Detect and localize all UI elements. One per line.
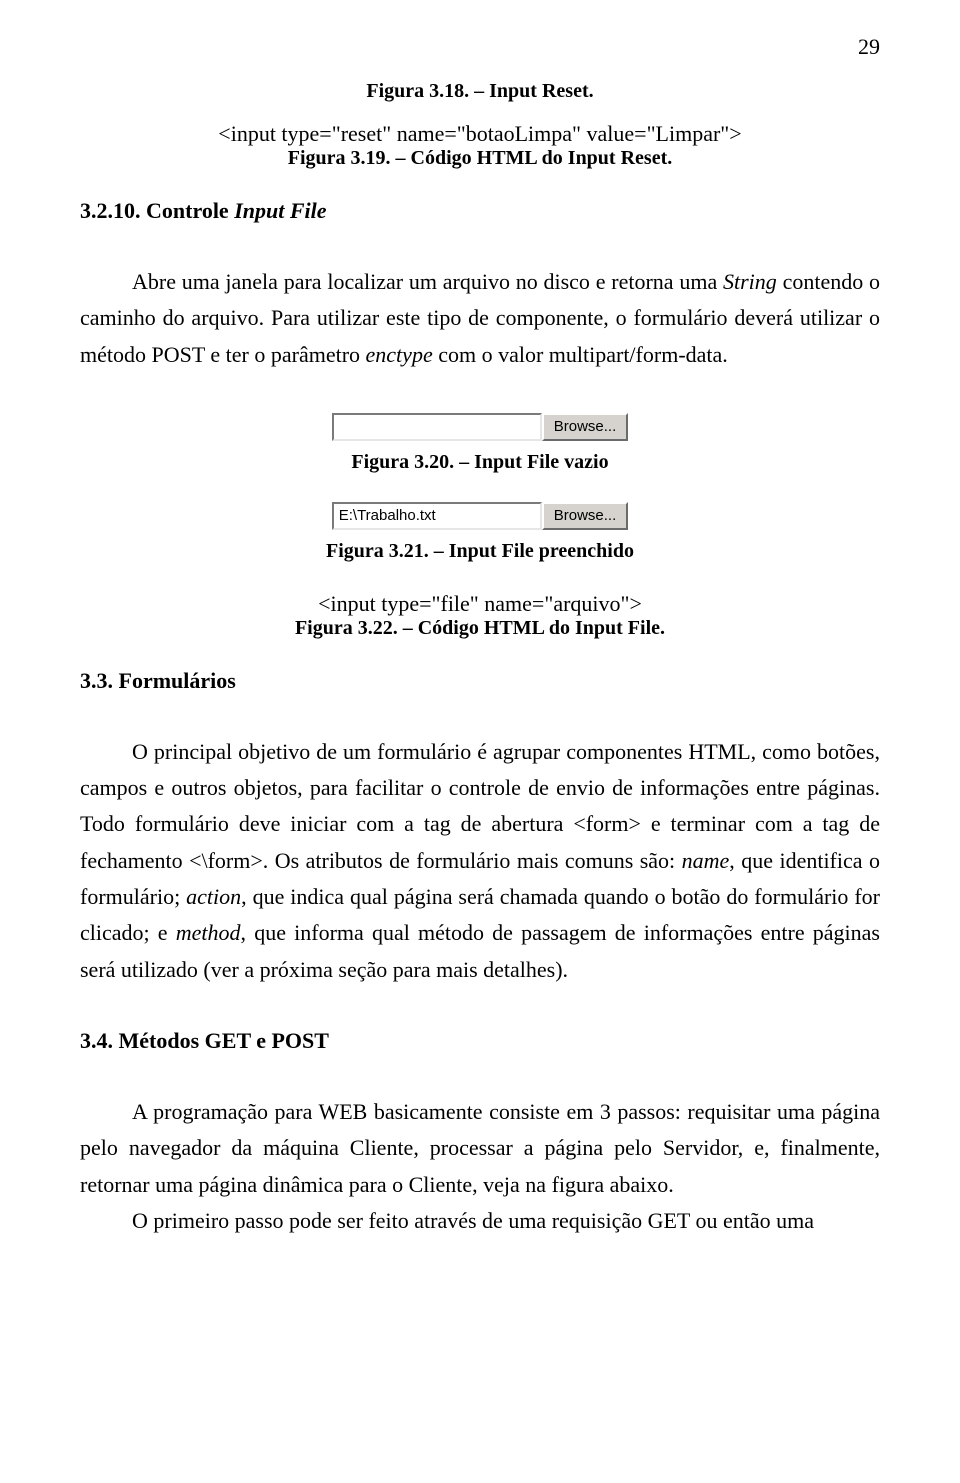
code-input-file: <input type="file" name="arquivo"> <box>80 591 880 617</box>
paragraph-input-file: Abre uma janela para localizar um arquiv… <box>80 264 880 373</box>
file-input-empty-field[interactable] <box>332 413 542 441</box>
para-3210-enctype: enctype <box>366 342 433 367</box>
file-input-filled-field[interactable]: E:\Trabalho.txt <box>332 502 542 530</box>
section-3-2-10-italic: Input File <box>234 198 326 223</box>
paragraph-formularios: O principal objetivo de um formulário é … <box>80 734 880 988</box>
section-3-3-heading: 3.3. Formulários <box>80 668 880 694</box>
figure-3-19-caption: Figura 3.19. – Código HTML do Input Rese… <box>80 147 880 170</box>
para-3210-a: Abre uma janela para localizar um arquiv… <box>132 269 723 294</box>
browse-button-filled[interactable]: Browse... <box>542 502 629 530</box>
para-3210-c: com o valor multipart/form-data. <box>433 342 728 367</box>
paragraph-get-post-2: O primeiro passo pode ser feito através … <box>80 1203 880 1239</box>
file-input-filled: E:\Trabalho.txt Browse... <box>80 502 880 530</box>
figure-3-22-caption: Figura 3.22. – Código HTML do Input File… <box>80 617 880 640</box>
file-input-empty: Browse... <box>80 413 880 441</box>
browse-button-empty[interactable]: Browse... <box>542 413 629 441</box>
para-33-method: method <box>176 920 241 945</box>
para-33-action: action <box>186 884 241 909</box>
figure-3-20-caption: Figura 3.20. – Input File vazio <box>80 451 880 474</box>
section-3-2-10-heading: 3.2.10. Controle Input File <box>80 198 880 224</box>
code-input-reset: <input type="reset" name="botaoLimpa" va… <box>80 121 880 147</box>
section-3-2-10-number: 3.2.10. Controle <box>80 198 234 223</box>
page-number: 29 <box>858 34 880 60</box>
para-3210-string: String <box>723 269 777 294</box>
section-3-4-heading: 3.4. Métodos GET e POST <box>80 1028 880 1054</box>
figure-3-21-caption: Figura 3.21. – Input File preenchido <box>80 540 880 563</box>
figure-3-18-caption: Figura 3.18. – Input Reset. <box>80 80 880 103</box>
para-33-name: name <box>682 848 730 873</box>
paragraph-get-post-1: A programação para WEB basicamente consi… <box>80 1094 880 1203</box>
